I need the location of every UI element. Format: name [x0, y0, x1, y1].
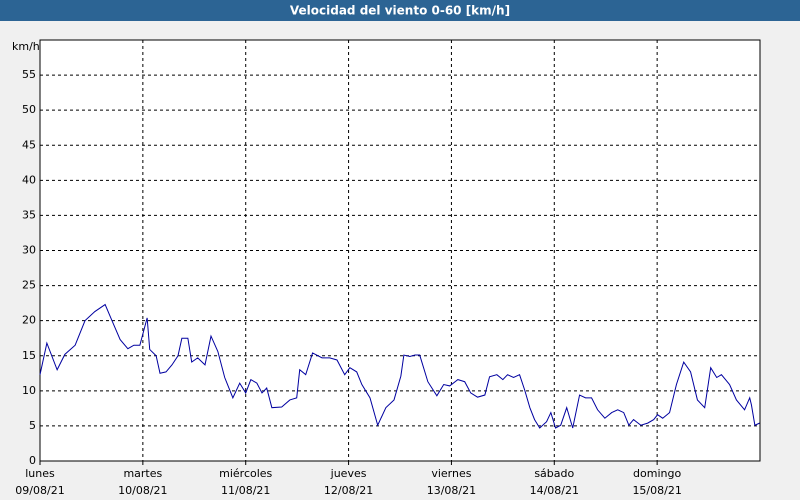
x-tick-label: viernes	[431, 467, 471, 480]
y-tick-label: 50	[22, 103, 36, 116]
x-tick-label: 13/08/21	[427, 484, 476, 497]
x-tick-label: sábado	[534, 467, 574, 480]
y-tick-label: 15	[22, 349, 36, 362]
y-tick-label: 10	[22, 384, 36, 397]
y-tick-label: 0	[29, 454, 36, 467]
x-tick-label: miércoles	[219, 467, 272, 480]
y-tick-label: 45	[22, 138, 36, 151]
x-tick-label: martes	[123, 467, 162, 480]
y-tick-label: 20	[22, 314, 36, 327]
y-tick-label: 30	[22, 244, 36, 257]
y-tick-label: 5	[29, 419, 36, 432]
x-tick-label: 09/08/21	[15, 484, 64, 497]
x-tick-label: 11/08/21	[221, 484, 270, 497]
data-line	[39, 303, 760, 429]
x-tick-label: 15/08/21	[632, 484, 681, 497]
x-tick-label: 12/08/21	[324, 484, 373, 497]
x-tick-label: 14/08/21	[530, 484, 579, 497]
y-tick-label: 55	[22, 68, 36, 81]
x-tick-label: domingo	[633, 467, 681, 480]
y-tick-label: 25	[22, 279, 36, 292]
y-tick-label: 35	[22, 208, 36, 221]
y-tick-label: 40	[22, 173, 36, 186]
title-bar	[0, 0, 800, 21]
y-axis-label: km/h	[12, 40, 40, 53]
x-tick-label: 10/08/21	[118, 484, 167, 497]
chart-title: Velocidad del viento 0-60 [km/h]	[290, 4, 510, 18]
x-tick-label: lunes	[25, 467, 55, 480]
x-tick-label: jueves	[330, 467, 367, 480]
